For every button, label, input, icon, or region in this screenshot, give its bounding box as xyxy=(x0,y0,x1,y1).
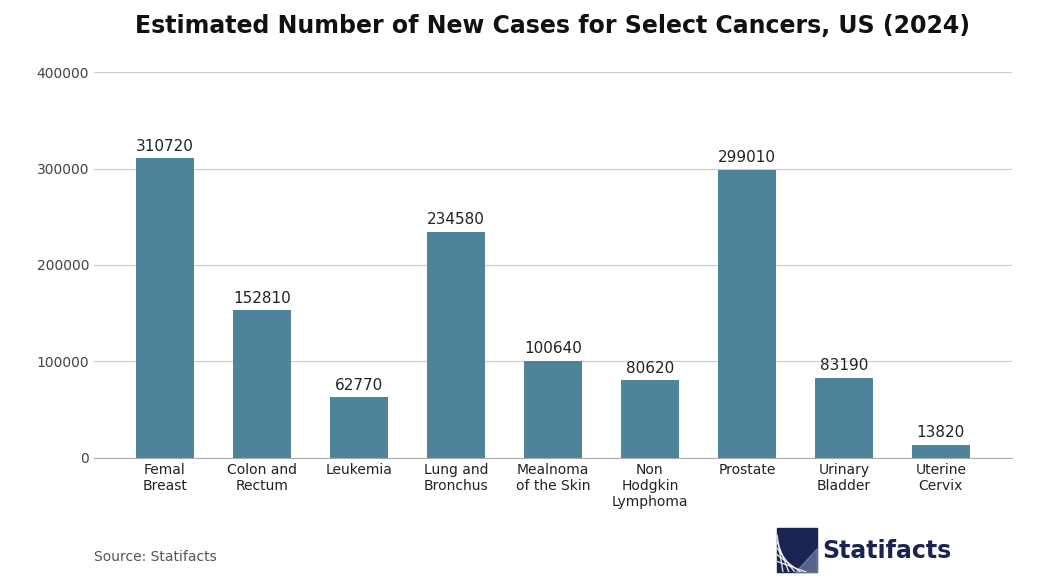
Bar xyxy=(330,397,388,458)
Title: Estimated Number of New Cases for Select Cancers, US (2024): Estimated Number of New Cases for Select… xyxy=(136,15,970,38)
Bar xyxy=(815,377,873,458)
Text: 80620: 80620 xyxy=(626,361,674,376)
Bar xyxy=(912,444,970,458)
Text: 299010: 299010 xyxy=(718,150,776,165)
Bar xyxy=(136,158,194,458)
Text: 83190: 83190 xyxy=(820,358,868,373)
Text: 234580: 234580 xyxy=(427,212,485,227)
Text: 310720: 310720 xyxy=(136,139,194,154)
Polygon shape xyxy=(795,548,817,572)
Text: 62770: 62770 xyxy=(335,378,383,393)
Text: Source: Statifacts: Source: Statifacts xyxy=(94,549,217,564)
Bar xyxy=(427,232,485,458)
Text: 152810: 152810 xyxy=(233,291,291,306)
Bar xyxy=(621,380,679,458)
Bar xyxy=(524,361,582,458)
Text: 100640: 100640 xyxy=(524,342,582,356)
Bar xyxy=(233,311,291,458)
Text: Statifacts: Statifacts xyxy=(822,539,951,562)
Bar xyxy=(718,170,776,458)
Text: 13820: 13820 xyxy=(917,425,965,440)
